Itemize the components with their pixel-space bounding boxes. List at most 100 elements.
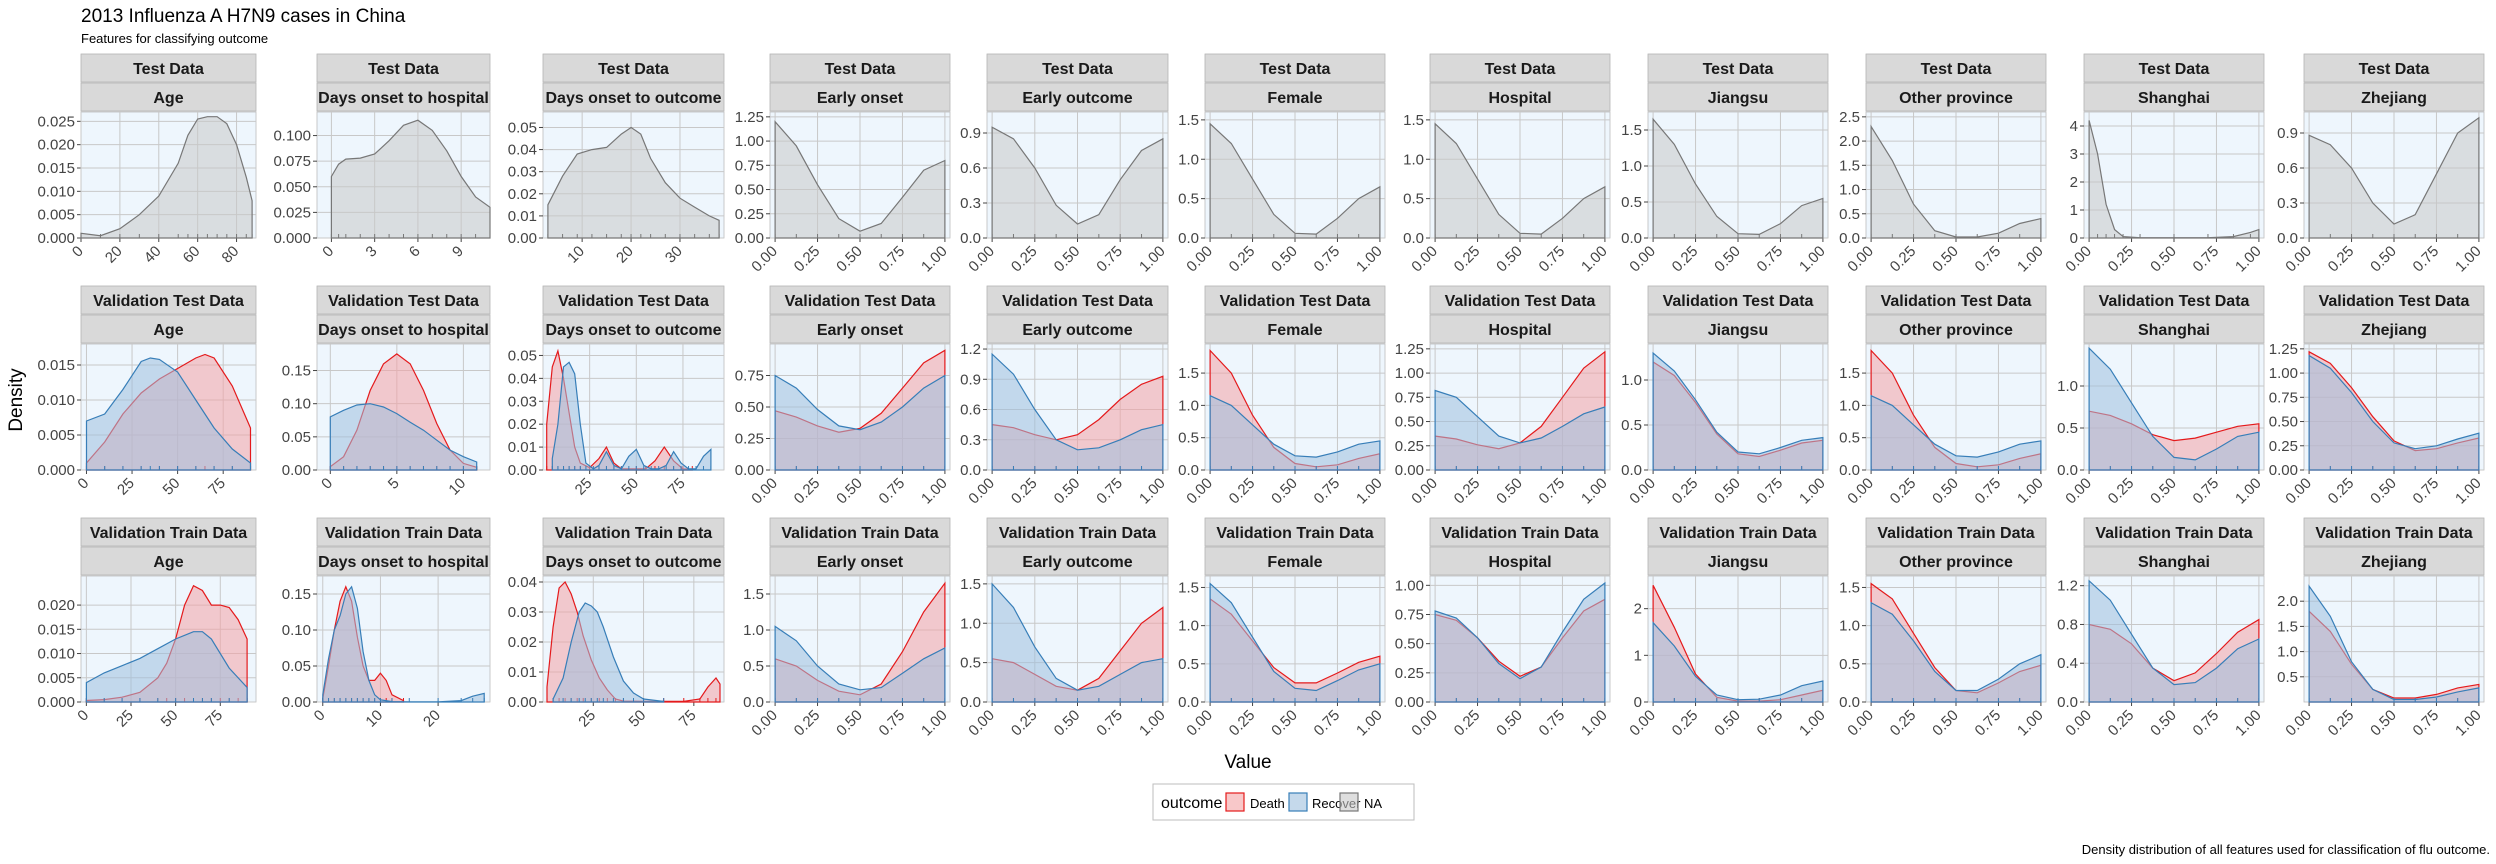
tick-label-y: 1.5: [1621, 122, 1642, 139]
tick-label-x: 0.00: [1626, 707, 1659, 740]
tick-label-x: 0.25: [791, 475, 824, 508]
tick-label-x: 0.50: [1493, 243, 1526, 276]
tick-label-x: 0.50: [2367, 243, 2400, 276]
tick-label-x: 0.00: [2062, 243, 2095, 276]
strip-row-label: Validation Train Data: [781, 525, 938, 542]
tick-label-x: 0.50: [1268, 475, 1301, 508]
tick-label-x: 0.50: [1051, 707, 1084, 740]
tick-label-y: 1.00: [2269, 365, 2298, 382]
tick-label-y: 0.075: [273, 153, 311, 170]
tick-label-x: 1.00: [2232, 707, 2265, 740]
tick-label-y: 1.25: [735, 109, 764, 126]
tick-label-x: 0.75: [1093, 707, 1126, 740]
panel-validation-train-data-shanghai: Validation Train Data Shanghai 0.0 0.4 0.8 1.…: [2057, 517, 2265, 740]
tick-label-x: 1.00: [2232, 475, 2265, 508]
tick-label-y: 0.6: [960, 160, 981, 177]
density-area-na: [1434, 122, 1606, 239]
tick-label-y: 0.0: [1621, 230, 1642, 247]
tick-label-y: 0.00: [508, 230, 537, 247]
tick-label-x: 0.75: [876, 243, 909, 276]
strip-row: [80, 517, 257, 547]
tick-label-x: 0.75: [2410, 243, 2443, 276]
tick-label-x: 1.00: [1578, 475, 1611, 508]
tick-label-x: 0.00: [1183, 475, 1216, 508]
tick-label-y: 0.9: [960, 125, 981, 142]
tick-label-x: 1.00: [2452, 243, 2485, 276]
strip-feature-label: Zhejiang: [2361, 554, 2427, 571]
strip-feature-label: Shanghai: [2138, 554, 2210, 571]
tick-label-y: 1.0: [1839, 618, 1860, 635]
tick-label-y: 0.005: [37, 670, 75, 687]
strip-feature: [1429, 546, 1611, 576]
tick-label-x: 0.75: [1754, 475, 1787, 508]
panel-validation-train-data-age: Validation Train Data Age 0.000 0.005 0.010 0…: [37, 517, 257, 731]
tick-label-y: 0.0: [1621, 462, 1642, 479]
tick-label-y: 0.000: [37, 230, 75, 247]
panel-validation-train-data-hospital: Validation Train Data Hospital 0.00 0.25 0.5…: [1395, 517, 1611, 739]
tick-label-x: 6: [406, 243, 424, 261]
tick-label-y: 1.25: [1395, 341, 1424, 358]
tick-label-x: 0.75: [2190, 243, 2223, 276]
panel-validation-train-data-early-outcome: Validation Train Data Early outcome 0.0 0.5…: [960, 517, 1169, 740]
tick-label-y: 0.0: [743, 694, 764, 711]
strip-feature-label: Days onset to hospital: [318, 90, 489, 107]
tick-label-y: 0.5: [743, 658, 764, 675]
tick-label-x: 0.00: [1183, 707, 1216, 740]
tick-label-y: 1.0: [1178, 397, 1199, 414]
tick-label-x: 0.50: [2367, 475, 2400, 508]
tick-label-x: 0.50: [1051, 243, 1084, 276]
strip-feature-label: Zhejiang: [2361, 322, 2427, 339]
tick-label-x: 1.00: [1353, 475, 1386, 508]
tick-label-x: 0.00: [1844, 707, 1877, 740]
strip-row: [986, 285, 1169, 315]
tick-label-y: 0.01: [508, 208, 537, 225]
tick-label-y: 1.5: [2277, 618, 2298, 635]
density-area-na: [2308, 116, 2480, 239]
tick-label-x: 0.75: [1972, 707, 2005, 740]
strip-row-label: Validation Train Data: [2095, 525, 2252, 542]
density-area-recover: [1209, 582, 1381, 703]
tick-label-y: 1.0: [2277, 644, 2298, 661]
strip-feature: [986, 546, 1169, 576]
tick-label-y: 0.000: [37, 462, 75, 479]
tick-label-x: 50: [158, 707, 182, 731]
tick-label-y: 2.0: [2277, 593, 2298, 610]
tick-label-x: 0.25: [1887, 475, 1920, 508]
strip-feature-label: Days onset to outcome: [545, 322, 721, 339]
density-area-recover: [1652, 351, 1824, 471]
tick-label-x: 0.50: [1711, 707, 1744, 740]
tick-label-x: 0.00: [2282, 707, 2315, 740]
tick-label-x: 0.25: [1669, 243, 1702, 276]
tick-label-x: 0.50: [833, 475, 866, 508]
legend-key-recover: [1288, 792, 1308, 812]
tick-label-x: 0.00: [748, 475, 781, 508]
tick-label-y: 1.5: [1839, 365, 1860, 382]
tick-label-y: 0.9: [2277, 125, 2298, 142]
tick-label-y: 0.04: [508, 142, 537, 159]
tick-label-y: 1.5: [1178, 365, 1199, 382]
tick-label-x: 20: [102, 243, 126, 267]
strip-row-label: Test Data: [2139, 61, 2210, 78]
tick-label-x: 0.75: [1754, 707, 1787, 740]
strip-feature: [1429, 82, 1611, 112]
tick-label-y: 0.0: [2057, 694, 2078, 711]
strip-row: [316, 285, 491, 315]
strip-row-label: Test Data: [598, 61, 669, 78]
strip-feature: [80, 546, 257, 576]
tick-label-y: 0.3: [960, 432, 981, 449]
panel-test-data-days-onset-to-hospital: Test Data Days onset to hospital 0.000 0.02…: [273, 53, 491, 261]
tick-label-y: 1.0: [1621, 158, 1642, 175]
tick-label-y: 1.0: [1178, 618, 1199, 635]
panel-validation-test-data-other-province: Validation Test Data Other province 0.0 0.5…: [1839, 285, 2047, 508]
strip-row: [316, 53, 491, 83]
tick-label-x: 0.25: [1669, 475, 1702, 508]
strip-feature: [2303, 82, 2485, 112]
tick-label-y: 0.5: [1178, 191, 1199, 208]
tick-label-y: 0.00: [735, 230, 764, 247]
tick-label-y: 0.25: [1395, 438, 1424, 455]
legend: outcome Death Recover NA: [1152, 783, 1415, 821]
tick-label-y: 0.5: [1621, 417, 1642, 434]
tick-label-x: 75: [676, 707, 700, 731]
strip-feature: [80, 314, 257, 344]
tick-label-x: 25: [114, 475, 138, 499]
